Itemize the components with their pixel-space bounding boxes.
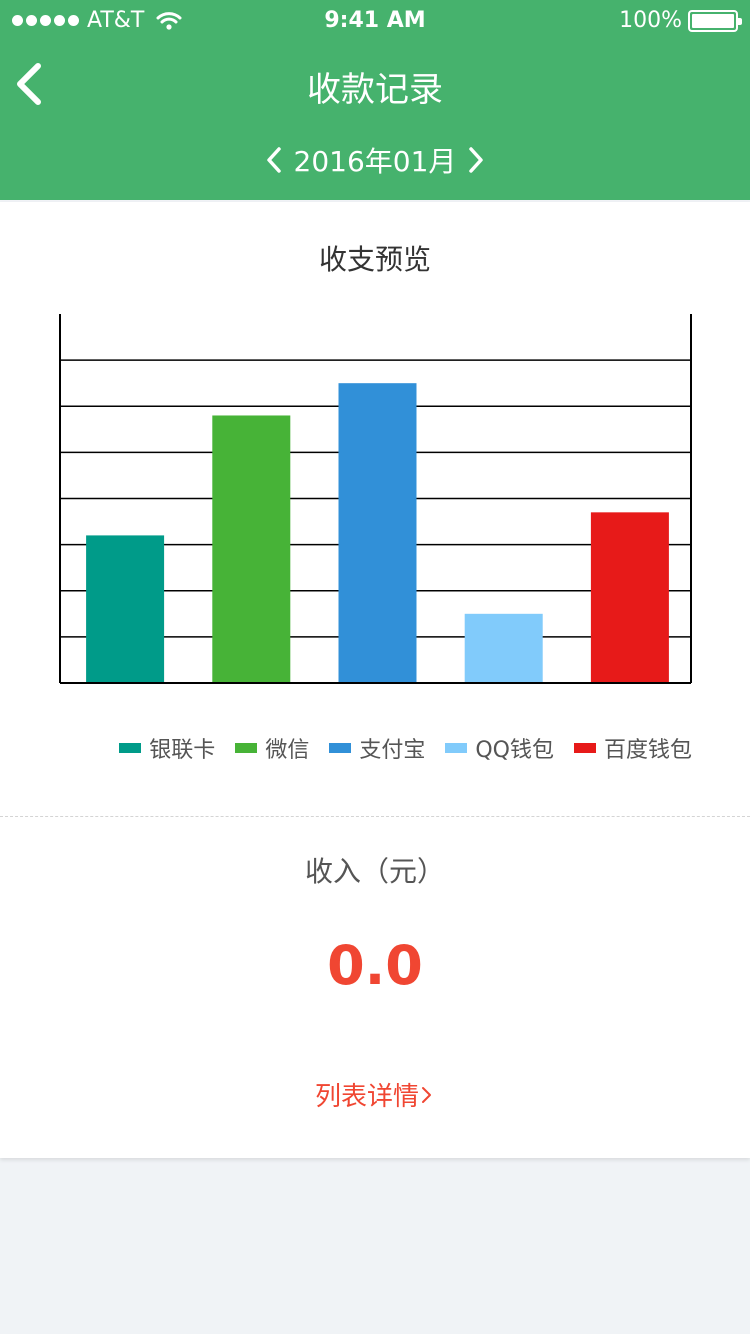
legend-swatch: [573, 743, 596, 753]
battery-icon: [688, 9, 742, 32]
status-bar: AT&T 9:41 AM 100%: [0, 0, 750, 40]
bar-4: [464, 613, 543, 683]
month-label: 2016年01月: [293, 145, 457, 178]
carrier-name: AT&T: [87, 8, 145, 33]
bar-chart: [59, 314, 692, 684]
legend-label: 支付宝: [359, 738, 426, 763]
bar-1: [86, 535, 165, 683]
details-link[interactable]: 列表详情: [0, 1076, 750, 1113]
chevron-left-icon: [17, 63, 41, 105]
battery-percent: 100%: [619, 8, 682, 33]
legend-label: 百度钱包: [603, 738, 692, 763]
bar-5: [590, 512, 669, 683]
legend-swatch: [445, 743, 468, 753]
legend-label: 银联卡: [149, 738, 216, 763]
header: AT&T 9:41 AM 100% 收款记录 2016年01月: [0, 0, 750, 200]
chevron-left-icon: [266, 147, 281, 173]
divider: [0, 816, 750, 817]
month-selector: 2016年01月: [0, 140, 750, 180]
signal-icon: [12, 15, 79, 26]
bar-3: [338, 383, 417, 683]
summary-card: 收支预览 银联卡 微信 支付宝 QQ钱包 百度钱包 收入（元） 0.0 列表详情: [0, 202, 750, 1158]
legend-item: QQ钱包: [445, 732, 554, 764]
chart-title: 收支预览: [318, 243, 431, 276]
carrier-group: AT&T: [12, 8, 182, 33]
prev-month-button[interactable]: [262, 144, 286, 176]
legend-item: 银联卡: [119, 732, 215, 764]
battery-group: 100%: [619, 8, 742, 33]
legend-item: 微信: [235, 732, 309, 764]
legend-label: 微信: [265, 738, 310, 763]
back-button[interactable]: [12, 60, 52, 110]
details-link-label: 列表详情: [314, 1082, 419, 1112]
clock: 9:41 AM: [324, 8, 426, 33]
bar-2: [212, 415, 291, 683]
chevron-right-icon: [469, 147, 484, 173]
next-month-button[interactable]: [464, 144, 488, 176]
chevron-right-icon: [422, 1086, 431, 1103]
legend-swatch: [119, 743, 142, 753]
page-title: 收款记录: [307, 70, 443, 110]
chart-legend: 银联卡 微信 支付宝 QQ钱包 百度钱包: [99, 732, 692, 764]
income-value: 0.0: [327, 934, 423, 997]
legend-swatch: [235, 743, 258, 753]
legend-swatch: [329, 743, 352, 753]
legend-label: QQ钱包: [475, 738, 554, 763]
income-label: 收入（元）: [304, 855, 445, 888]
legend-item: 支付宝: [329, 732, 425, 764]
legend-item: 百度钱包: [573, 732, 692, 764]
wifi-icon: [156, 11, 182, 30]
